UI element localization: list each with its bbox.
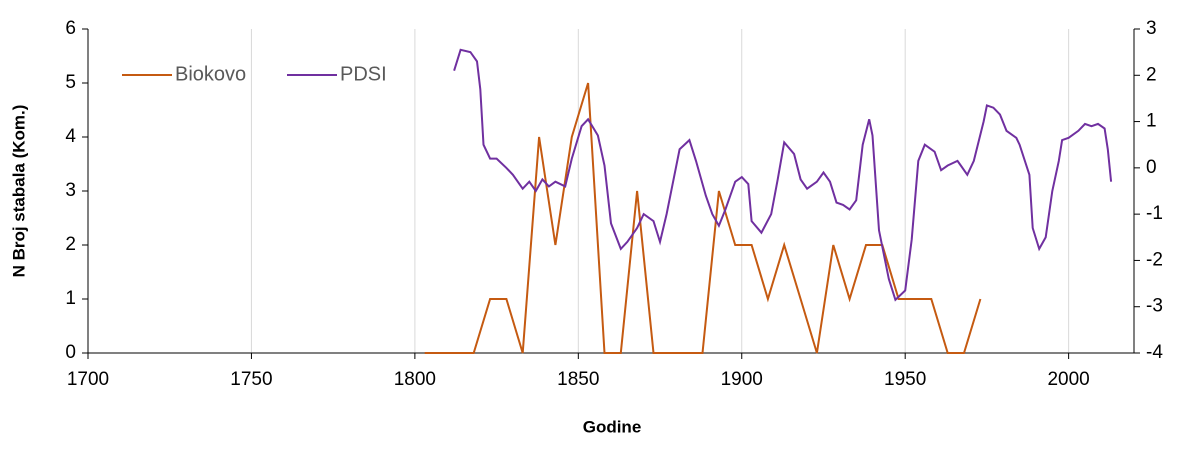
y-axis-label: N Broj stabala (Kom.) xyxy=(9,105,28,278)
x-tick-label: 1700 xyxy=(67,369,109,390)
y2-tick-label: 2 xyxy=(1146,64,1157,85)
x-tick-label: 2000 xyxy=(1047,369,1089,390)
y-tick-label: 0 xyxy=(65,342,76,363)
x-tick-label: 1950 xyxy=(884,369,926,390)
y2-tick-label: 1 xyxy=(1146,111,1157,132)
x-tick-label: 1900 xyxy=(721,369,763,390)
series-line xyxy=(424,82,982,354)
x-tick-label: 1800 xyxy=(394,369,436,390)
series-line xyxy=(453,48,1113,302)
y-tick-label: 4 xyxy=(65,126,76,147)
y-tick-label: 5 xyxy=(65,72,76,93)
legend-label: Biokovo xyxy=(175,63,246,85)
y-tick-label: 6 xyxy=(65,18,76,39)
x-axis-label: Godine xyxy=(583,417,642,436)
y-tick-label: 3 xyxy=(65,180,76,201)
y2-tick-label: -2 xyxy=(1146,249,1163,270)
y2-tick-label: -3 xyxy=(1146,296,1163,317)
y2-tick-label: 3 xyxy=(1146,18,1157,39)
y2-tick-label: 0 xyxy=(1146,157,1157,178)
x-tick-label: 1850 xyxy=(557,369,599,390)
legend-label: PDSI xyxy=(340,63,387,85)
y-tick-label: 1 xyxy=(65,288,76,309)
y-tick-label: 2 xyxy=(65,234,76,255)
y2-tick-label: -1 xyxy=(1146,203,1163,224)
y2-tick-label: -4 xyxy=(1146,342,1163,363)
x-tick-label: 1750 xyxy=(230,369,272,390)
